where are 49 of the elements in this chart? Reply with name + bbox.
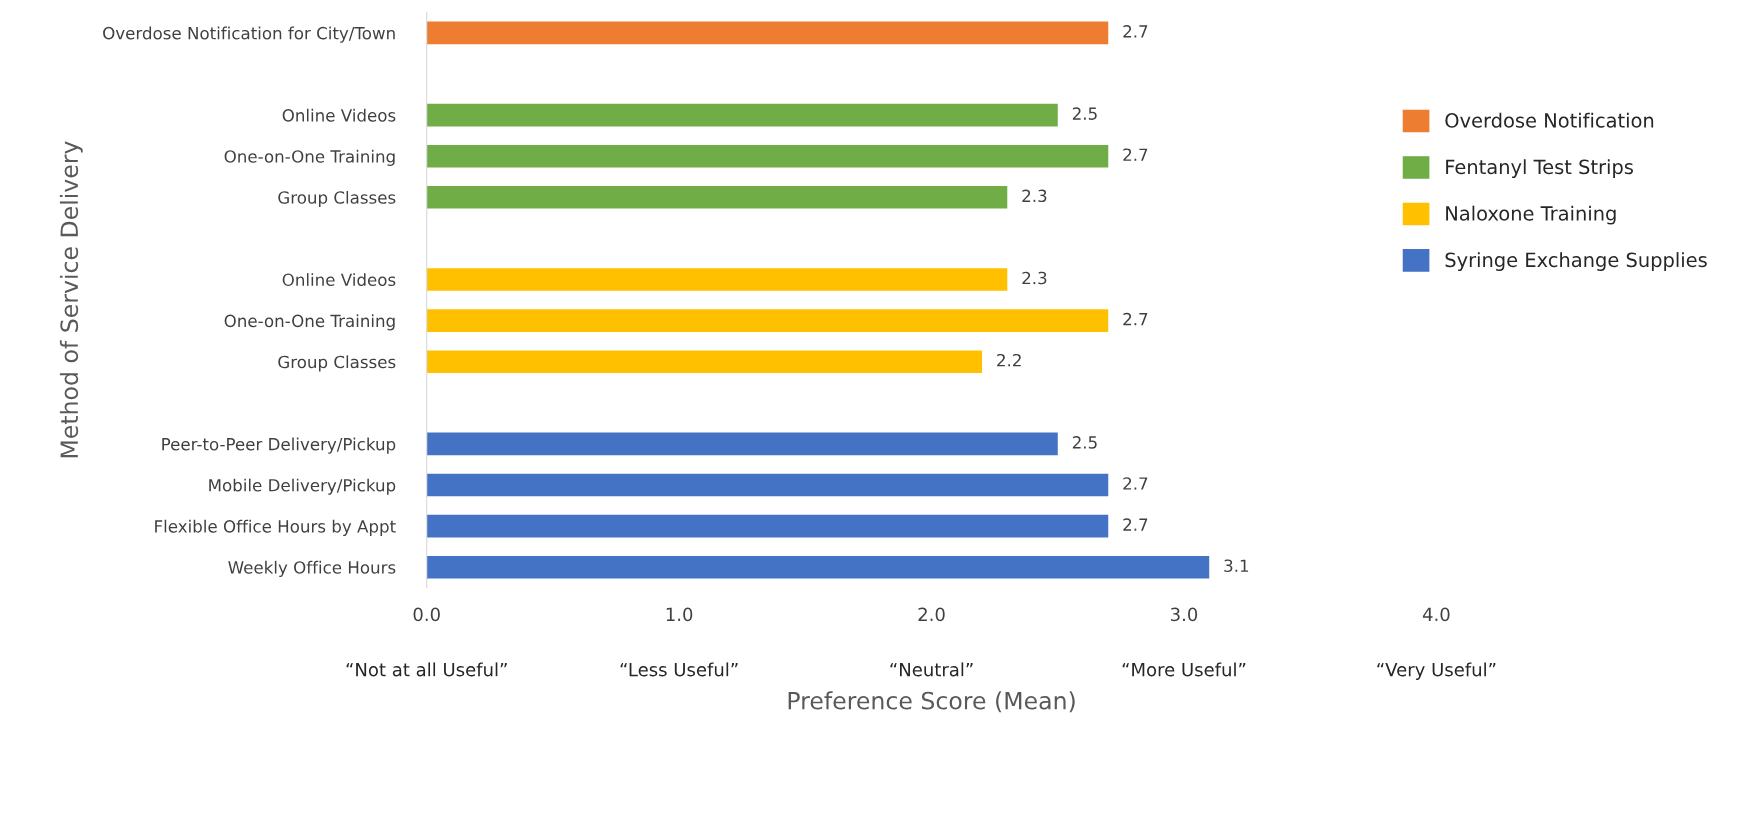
text: “Neutral” [890,662,973,677]
data-label: 2.2 [997,353,1021,367]
legend-label: Naloxone Training [1446,205,1616,225]
text: “More Useful” [1122,662,1246,677]
y-axis-title: Method of Service Delivery [59,141,83,458]
legend-label: Syringe Exchange Supplies [1445,252,1707,271]
x-axis-title: Preference Score (Mean) [788,691,1075,713]
data-label: 2.7 [1123,518,1148,531]
data-label: 2.5 [1072,436,1097,449]
y-tick-label: Group Classes [278,355,396,372]
bar [426,185,1008,209]
data-label: 2.7 [1123,477,1148,490]
text: “Less Useful” [620,662,738,677]
bar [426,144,1109,168]
y-tick-label: Online Videos [282,273,396,287]
y-tick-label: Group Classes [278,190,396,208]
bar [426,268,1008,291]
legend-label: Overdose Notification [1445,112,1654,128]
bar [426,432,1058,456]
x-tick-label: 2.0 [918,607,945,622]
data-label: 2.7 [1123,312,1148,326]
x-tick-label: 1.0 [666,607,693,622]
text: “Very Useful” [1377,662,1496,680]
x-tick-label: 0.0 [413,607,440,622]
y-tick-label: One-on-One Training [224,149,395,166]
y-tick-label: Mobile Delivery/Pickup [209,478,396,495]
y-tick-label: Flexible Office Hours by Appt [155,519,396,536]
bar [426,555,1210,579]
data-label: 2.5 [1072,107,1097,120]
bar [426,514,1109,538]
bar [426,21,1109,45]
legend-label: Fentanyl Test Strips [1446,159,1633,179]
data-label: 2.7 [1123,148,1148,161]
y-tick-label: Weekly Office Hours [228,560,396,577]
bar [426,103,1058,127]
y-tick-label: Overdose Notification for City/Town [103,26,395,43]
bar [426,473,1109,497]
y-tick-label: One-on-One Training [224,314,395,331]
text: “Not at all Useful” [346,662,507,677]
data-label: 3.1 [1224,559,1249,573]
x-tick-label: 3.0 [1171,607,1198,622]
data-label: 2.3 [1022,271,1047,285]
y-tick-label: Peer-to-Peer Delivery/Pickup [162,437,396,454]
data-label: 2.7 [1123,25,1148,38]
data-label: 2.3 [1022,189,1047,203]
y-tick-label: Online Videos [282,108,396,122]
x-tick-label: 4.0 [1422,607,1450,622]
bar [426,350,983,373]
bar [426,309,1109,332]
